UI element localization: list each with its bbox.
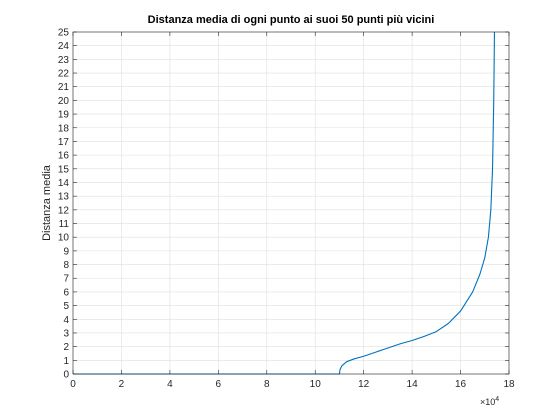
y-tick-label: 3 (63, 328, 69, 339)
ticks (72, 31, 510, 375)
x-tick-label: 18 (503, 379, 515, 390)
y-tick-label: 17 (58, 137, 70, 148)
x-tick-labels: 0 2 4 6 8 10 12 14 16 18 (70, 379, 515, 390)
y-tick-label: 19 (58, 110, 70, 121)
y-tick-label: 14 (58, 178, 70, 189)
x-tick-label: 6 (216, 379, 222, 390)
series-layer (73, 31, 496, 375)
y-tick-label: 11 (59, 219, 70, 230)
x-tick-label: 12 (358, 379, 370, 390)
y-tick-label: 18 (58, 123, 70, 134)
chart-title: Distanza media di ogni punto ai suoi 50 … (148, 14, 435, 26)
y-tick-label: 12 (58, 205, 70, 216)
plot-area (73, 32, 509, 374)
y-tick-label: 5 (63, 301, 69, 312)
plot-frame (72, 31, 510, 375)
y-tick-label: 9 (63, 246, 69, 257)
x-tick-label: 10 (310, 379, 322, 390)
y-tick-label: 7 (63, 274, 69, 285)
y-tick-label: 0 (63, 370, 69, 381)
y-tick-label: 4 (63, 315, 69, 326)
x-tick-label: 2 (119, 379, 125, 390)
y-tick-label: 1 (63, 356, 69, 367)
y-tick-label: 23 (58, 55, 70, 66)
y-tick-label: 20 (58, 96, 70, 107)
y-tick-label: 21 (58, 82, 70, 93)
x-axis-exponent-power: 4 (495, 396, 499, 403)
x-tick-label: 8 (264, 379, 270, 390)
y-tick-label: 8 (63, 260, 69, 271)
y-tick-label: 10 (58, 233, 70, 244)
y-tick-label: 6 (63, 287, 69, 298)
y-axis-label: Distanza media (41, 164, 53, 241)
y-tick-label: 24 (58, 41, 70, 52)
y-tick-label: 13 (58, 192, 70, 203)
x-tick-label: 0 (70, 379, 76, 390)
y-tick-label: 22 (58, 69, 70, 80)
y-tick-label: 25 (58, 28, 70, 39)
x-tick-label: 4 (167, 379, 173, 390)
x-tick-label: 14 (407, 379, 419, 390)
y-tick-label: 15 (58, 164, 70, 175)
x-axis-exponent: ×104 (480, 396, 499, 407)
y-tick-label: 16 (58, 151, 70, 162)
y-tick-label: 2 (63, 342, 69, 353)
x-tick-label: 16 (455, 379, 467, 390)
series-line (73, 31, 496, 375)
y-tick-labels: 0123456789101112131415161718192021222324… (58, 28, 70, 381)
x-axis-exponent-base: ×10 (480, 397, 495, 407)
